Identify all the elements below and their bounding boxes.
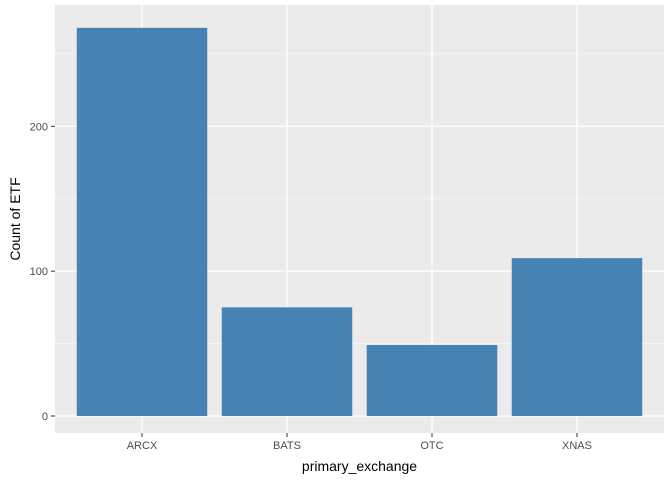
x-tick-label: XNAS <box>562 440 592 452</box>
y-tick-label: 100 <box>30 266 48 278</box>
y-axis-title: Count of ETF <box>7 177 23 260</box>
bar-otc <box>366 345 498 416</box>
bar-bats <box>221 307 353 416</box>
y-tick-label: 0 <box>42 411 48 423</box>
x-tick-label: OTC <box>420 440 443 452</box>
bars <box>76 27 643 416</box>
x-tick-label: ARCX <box>127 440 158 452</box>
bar-arcx <box>76 27 208 416</box>
x-axis-title: primary_exchange <box>302 458 417 474</box>
y-tick-label: 200 <box>30 121 48 133</box>
axis-ticks: 0 100 200 ARCX BATS OTC XNAS <box>30 121 592 452</box>
bar-xnas <box>511 258 643 416</box>
x-tick-label: BATS <box>273 440 301 452</box>
